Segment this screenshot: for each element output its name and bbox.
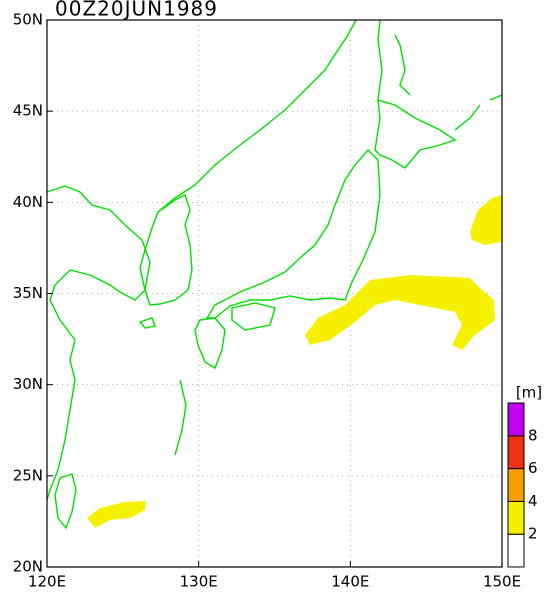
colorbar-unit: [m] <box>516 384 542 402</box>
y-tick-label: 20N <box>13 558 43 576</box>
colorbar-swatch <box>507 402 525 437</box>
colorbar-label: 8 <box>528 426 538 444</box>
x-tick-label: 120E <box>28 573 66 591</box>
coastline <box>139 194 193 306</box>
colorbar-label: 6 <box>528 459 538 477</box>
colorbar-swatch <box>507 468 525 502</box>
axes: 120E 130E 140E 150E 20N 25N 30N 35N 40N 45N 50N <box>13 11 521 591</box>
coastline <box>46 185 151 501</box>
coastline <box>231 302 276 331</box>
coastline <box>194 317 226 370</box>
y-tick-label: 25N <box>13 466 43 484</box>
map-title: 00Z20JUN1989 <box>55 0 218 21</box>
wave-area <box>470 195 502 245</box>
y-tick-label: 40N <box>13 193 43 211</box>
colorbar-label: 2 <box>528 525 538 543</box>
y-tick-label: 35N <box>13 284 43 302</box>
coastline <box>374 99 457 169</box>
y-tick-label: 50N <box>13 11 43 29</box>
coastline <box>205 148 381 319</box>
wave-area <box>305 275 495 350</box>
colorbar-swatch <box>507 435 525 470</box>
x-tick-label: 140E <box>331 573 369 591</box>
coastline <box>54 473 77 530</box>
y-tick-label: 30N <box>13 375 43 393</box>
x-tick-label: 150E <box>483 573 521 591</box>
coastline <box>377 19 411 101</box>
wave-areas <box>87 195 502 528</box>
colorbar-swatch <box>507 533 525 568</box>
colorbar-swatch <box>507 500 525 535</box>
y-tick-label: 45N <box>13 102 43 120</box>
wave-area <box>87 501 146 528</box>
colorbar: [m] 2 4 6 8 <box>507 384 542 568</box>
x-tick-label: 130E <box>180 573 218 591</box>
coastlines <box>46 19 503 530</box>
coastline <box>157 19 357 213</box>
colorbar-label: 4 <box>528 492 538 510</box>
coastline <box>138 94 503 456</box>
